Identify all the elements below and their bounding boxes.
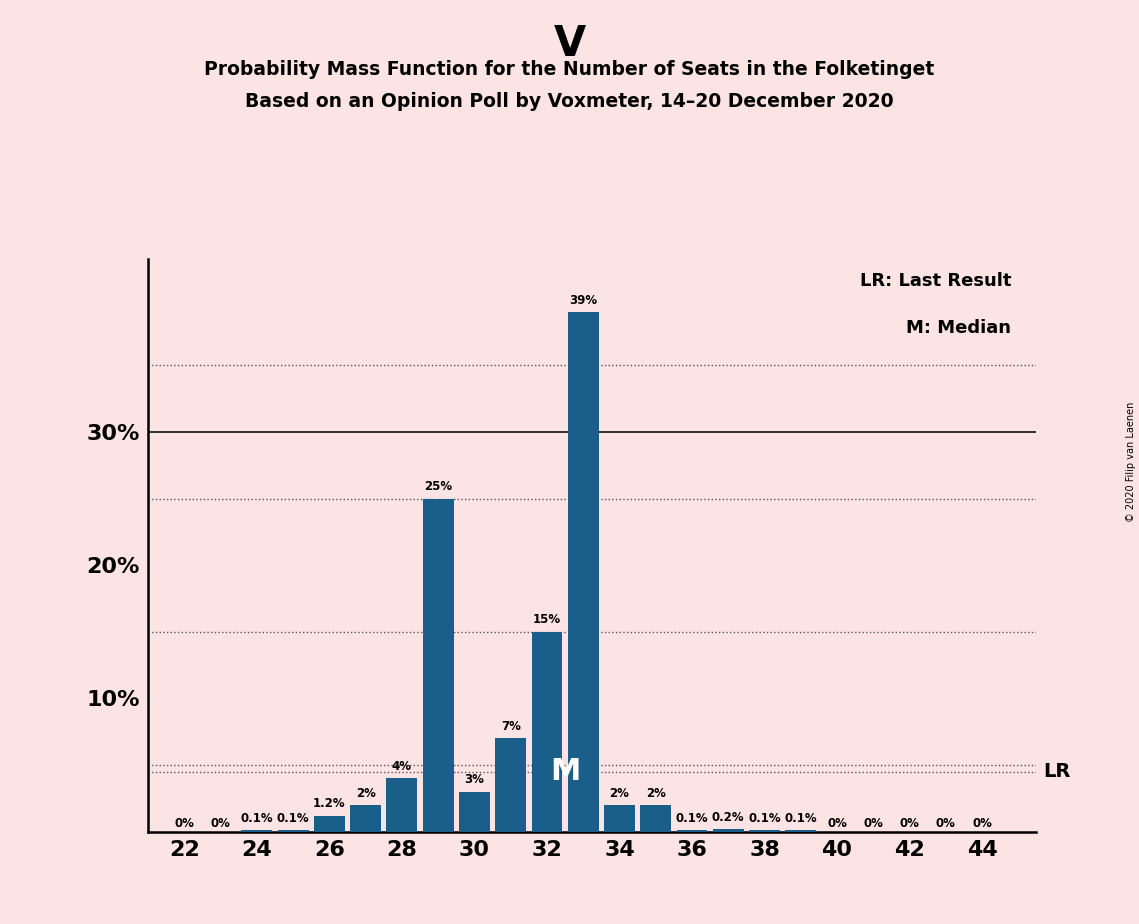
Text: 25%: 25% bbox=[424, 480, 452, 493]
Bar bbox=[677, 831, 707, 832]
Text: 0%: 0% bbox=[827, 817, 847, 830]
Text: 2%: 2% bbox=[609, 786, 630, 799]
Bar bbox=[241, 831, 272, 832]
Bar bbox=[459, 792, 490, 832]
Bar bbox=[640, 805, 671, 832]
Text: 0%: 0% bbox=[900, 817, 919, 830]
Text: 15%: 15% bbox=[533, 614, 562, 626]
Text: 0%: 0% bbox=[936, 817, 956, 830]
Bar bbox=[786, 831, 817, 832]
Text: 39%: 39% bbox=[570, 294, 597, 307]
Text: 0.1%: 0.1% bbox=[240, 812, 273, 825]
Text: V: V bbox=[554, 23, 585, 65]
Bar bbox=[386, 778, 417, 832]
Bar bbox=[423, 499, 453, 832]
Text: 0.1%: 0.1% bbox=[277, 812, 310, 825]
Text: M: M bbox=[550, 757, 580, 786]
Bar bbox=[314, 816, 345, 832]
Text: © 2020 Filip van Laenen: © 2020 Filip van Laenen bbox=[1126, 402, 1136, 522]
Text: 7%: 7% bbox=[501, 720, 521, 733]
Text: 1.2%: 1.2% bbox=[313, 797, 346, 810]
Bar bbox=[749, 831, 780, 832]
Bar bbox=[568, 312, 599, 832]
Text: Probability Mass Function for the Number of Seats in the Folketinget: Probability Mass Function for the Number… bbox=[204, 60, 935, 79]
Text: 0.2%: 0.2% bbox=[712, 810, 745, 823]
Bar bbox=[278, 831, 309, 832]
Text: M: Median: M: Median bbox=[907, 319, 1011, 336]
Bar bbox=[350, 805, 382, 832]
Text: 4%: 4% bbox=[392, 760, 412, 773]
Text: 0.1%: 0.1% bbox=[748, 812, 781, 825]
Text: 3%: 3% bbox=[465, 773, 484, 786]
Bar bbox=[713, 829, 744, 832]
Text: 0%: 0% bbox=[174, 817, 195, 830]
Text: LR: Last Result: LR: Last Result bbox=[860, 272, 1011, 290]
Text: 0.1%: 0.1% bbox=[785, 812, 817, 825]
Text: Based on an Opinion Poll by Voxmeter, 14–20 December 2020: Based on an Opinion Poll by Voxmeter, 14… bbox=[245, 92, 894, 112]
Bar bbox=[532, 632, 563, 832]
Text: LR: LR bbox=[1043, 762, 1071, 781]
Text: 0.1%: 0.1% bbox=[675, 812, 708, 825]
Text: 2%: 2% bbox=[355, 786, 376, 799]
Bar bbox=[495, 738, 526, 832]
Text: 0%: 0% bbox=[211, 817, 230, 830]
Bar bbox=[604, 805, 634, 832]
Text: 0%: 0% bbox=[863, 817, 883, 830]
Text: 2%: 2% bbox=[646, 786, 665, 799]
Text: 0%: 0% bbox=[973, 817, 992, 830]
